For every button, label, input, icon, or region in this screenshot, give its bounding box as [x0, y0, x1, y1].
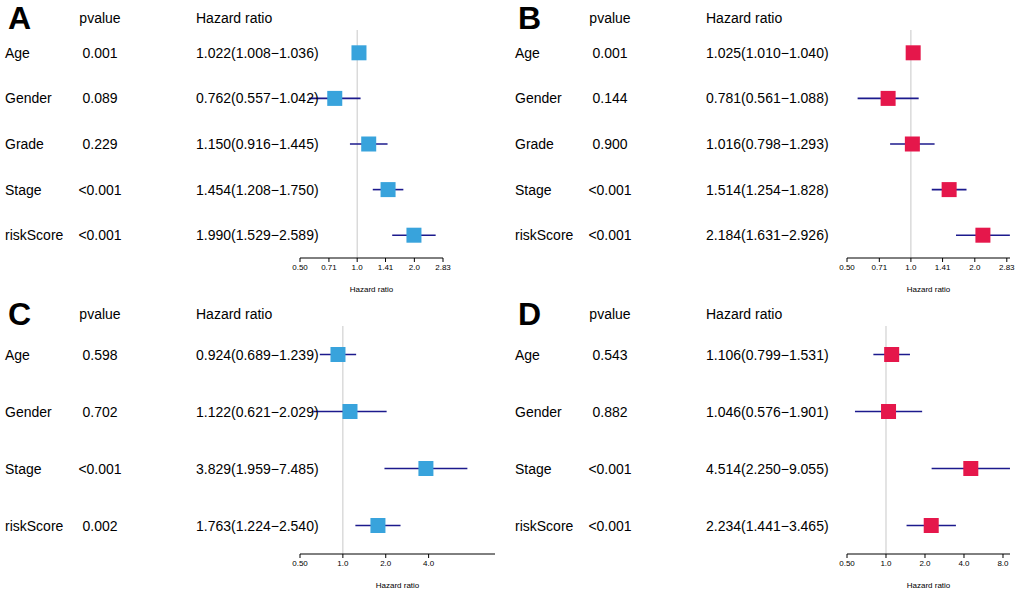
html-text:Hazard ratio: Hazard ratio: [706, 10, 783, 26]
svg-text:0.002: 0.002: [82, 518, 117, 534]
svg-text:Age: Age: [8, 347, 30, 363]
svg-text:2.184(1.631−2.926): 2.184(1.631−2.926): [706, 227, 829, 243]
svg-text:1.990(1.529−2.589): 1.990(1.529−2.589): [196, 227, 319, 243]
svg-text:2.83: 2.83: [999, 263, 1012, 272]
svg-text:4.0: 4.0: [423, 559, 435, 568]
svg-text:1.454(1.208−1.750): 1.454(1.208−1.750): [196, 182, 319, 198]
svg-text:1.150(0.916−1.445): 1.150(0.916−1.445): [196, 136, 319, 152]
svg-text:Stage: Stage: [8, 461, 42, 477]
svg-text:1.106(0.799−1.531): 1.106(0.799−1.531): [706, 347, 829, 363]
svg-text:Age: Age: [515, 347, 540, 363]
svg-text:<0.001: <0.001: [588, 461, 631, 477]
svg-text:riskScore: riskScore: [8, 227, 64, 243]
html-text:pvalue: pvalue: [589, 306, 631, 322]
svg-text:Gender: Gender: [8, 90, 52, 106]
svg-text:1.0: 1.0: [905, 263, 917, 272]
svg-text:0.598: 0.598: [82, 347, 117, 363]
svg-text:4.514(2.250−9.055): 4.514(2.250−9.055): [706, 461, 829, 477]
svg-text:1.0: 1.0: [337, 559, 349, 568]
svg-text:1.022(1.008−1.036): 1.022(1.008−1.036): [196, 45, 319, 61]
svg-text:0.924(0.689−1.239): 0.924(0.689−1.239): [196, 347, 319, 363]
svg-text:1.0: 1.0: [880, 559, 892, 568]
svg-text:2.83: 2.83: [435, 263, 451, 272]
svg-text:0.900: 0.900: [592, 136, 627, 152]
svg-text:1.025(1.010−1.040): 1.025(1.010−1.040): [706, 45, 829, 61]
svg-text:1.763(1.224−2.540): 1.763(1.224−2.540): [196, 518, 319, 534]
svg-text:Gender: Gender: [8, 404, 52, 420]
html-text:pvalue: pvalue: [79, 10, 121, 26]
svg-text:<0.001: <0.001: [78, 461, 121, 477]
html-text:Hazard ratio: Hazard ratio: [196, 306, 273, 322]
svg-text:Hazard ratio: Hazard ratio: [907, 285, 951, 294]
svg-text:Gender: Gender: [515, 404, 562, 420]
svg-text:<0.001: <0.001: [78, 182, 121, 198]
svg-text:0.50: 0.50: [839, 263, 855, 272]
svg-text:3.829(1.959−7.485): 3.829(1.959−7.485): [196, 461, 319, 477]
svg-text:Hazard ratio: Hazard ratio: [350, 285, 394, 294]
svg-text:2.234(1.441−3.465): 2.234(1.441−3.465): [706, 518, 829, 534]
html-text:Hazard ratio: Hazard ratio: [706, 306, 783, 322]
html-text:Hazard ratio: Hazard ratio: [196, 10, 273, 26]
svg-text:riskScore: riskScore: [8, 518, 64, 534]
svg-text:1.0: 1.0: [352, 263, 364, 272]
svg-text:Age: Age: [8, 45, 30, 61]
svg-text:0.229: 0.229: [82, 136, 117, 152]
svg-text:0.001: 0.001: [82, 45, 117, 61]
svg-text:<0.001: <0.001: [588, 182, 631, 198]
html-text:pvalue: pvalue: [79, 306, 121, 322]
html-text:C: C: [8, 296, 32, 332]
svg-text:Hazard ratio: Hazard ratio: [376, 581, 420, 590]
svg-text:0.702: 0.702: [82, 404, 117, 420]
svg-text:2.0: 2.0: [969, 263, 981, 272]
svg-text:Stage: Stage: [515, 461, 552, 477]
svg-text:riskScore: riskScore: [515, 518, 574, 534]
svg-text:0.882: 0.882: [592, 404, 627, 420]
svg-text:1.41: 1.41: [378, 263, 394, 272]
svg-text:Stage: Stage: [515, 182, 552, 198]
svg-text:8.0: 8.0: [997, 559, 1009, 568]
svg-text:0.71: 0.71: [872, 263, 888, 272]
svg-text:0.50: 0.50: [839, 559, 855, 568]
svg-text:1.046(0.576−1.901): 1.046(0.576−1.901): [706, 404, 829, 420]
html-text:B: B: [518, 0, 542, 36]
svg-text:riskScore: riskScore: [515, 227, 574, 243]
svg-text:Gender: Gender: [515, 90, 562, 106]
svg-text:Age: Age: [515, 45, 540, 61]
svg-text:0.144: 0.144: [592, 90, 627, 106]
svg-text:1.016(0.798−1.293): 1.016(0.798−1.293): [706, 136, 829, 152]
svg-text:<0.001: <0.001: [588, 518, 631, 534]
svg-text:2.0: 2.0: [409, 263, 421, 272]
svg-text:4.0: 4.0: [958, 559, 970, 568]
svg-text:0.71: 0.71: [321, 263, 337, 272]
svg-text:1.41: 1.41: [935, 263, 951, 272]
svg-text:Hazard ratio: Hazard ratio: [907, 581, 951, 590]
svg-text:1.514(1.254−1.828): 1.514(1.254−1.828): [706, 182, 829, 198]
svg-text:<0.001: <0.001: [588, 227, 631, 243]
svg-text:0.762(0.557−1.042): 0.762(0.557−1.042): [196, 90, 319, 106]
html-text:A: A: [8, 0, 32, 36]
svg-text:0.543: 0.543: [592, 347, 627, 363]
svg-text:<0.001: <0.001: [78, 227, 121, 243]
svg-text:0.50: 0.50: [292, 263, 308, 272]
svg-text:0.089: 0.089: [82, 90, 117, 106]
svg-text:0.001: 0.001: [592, 45, 627, 61]
svg-text:2.0: 2.0: [919, 559, 931, 568]
svg-text:Stage: Stage: [8, 182, 42, 198]
svg-text:0.50: 0.50: [292, 559, 308, 568]
html-text:pvalue: pvalue: [589, 10, 631, 26]
svg-text:1.122(0.621−2.029): 1.122(0.621−2.029): [196, 404, 319, 420]
svg-text:2.0: 2.0: [380, 559, 392, 568]
svg-text:Grade: Grade: [515, 136, 554, 152]
svg-text:0.781(0.561−1.088): 0.781(0.561−1.088): [706, 90, 829, 106]
svg-text:Grade: Grade: [8, 136, 44, 152]
html-text:D: D: [518, 296, 542, 332]
